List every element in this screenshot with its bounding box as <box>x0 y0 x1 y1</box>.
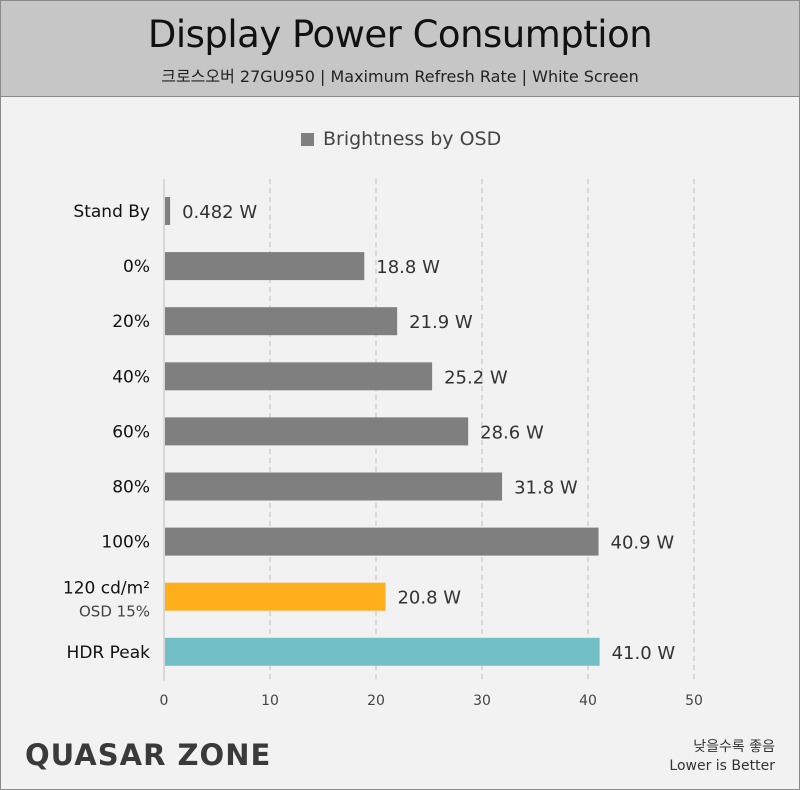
bar-value-label: 28.6 W <box>480 422 544 443</box>
legend-swatch <box>301 132 314 146</box>
x-tick-label: 30 <box>473 693 491 709</box>
note-korean: 낮을수록 좋음 <box>693 739 775 755</box>
x-tick-label: 10 <box>261 693 279 709</box>
bar-value-label: 31.8 W <box>514 478 578 499</box>
x-tick-label: 20 <box>367 693 385 709</box>
legend-label: Brightness by OSD <box>323 128 502 150</box>
bar <box>165 527 599 556</box>
chart-title: Display Power Consumption <box>147 13 653 56</box>
legend: Brightness by OSD <box>301 127 501 151</box>
bar <box>165 582 386 611</box>
category-label: 20% <box>112 312 150 332</box>
note-english: Lower is Better <box>669 758 775 774</box>
bar-value-label: 21.9 W <box>409 312 473 333</box>
quasarzone-logo: QUASAR ZONE <box>25 738 272 772</box>
x-tick-label: 40 <box>579 693 597 709</box>
bar <box>165 417 469 446</box>
bar <box>165 252 365 281</box>
bar-value-label: 20.8 W <box>397 588 461 609</box>
chart-subtitle: 크로스오버 27GU950 | Maximum Refresh Rate | W… <box>161 67 639 86</box>
x-tick-label: 0 <box>160 693 169 709</box>
lower-is-better-note: 낮을수록 좋음 Lower is Better <box>669 738 775 776</box>
bar-value-label: 25.2 W <box>444 367 508 388</box>
bar <box>165 307 398 336</box>
category-label: 60% <box>112 422 150 442</box>
bar-value-label: 18.8 W <box>376 257 440 278</box>
bar-value-label: 0.482 W <box>182 202 257 223</box>
bar <box>165 637 600 666</box>
bar-value-label: 41.0 W <box>612 643 676 664</box>
bar-value-label: 40.9 W <box>611 533 675 554</box>
category-sublabel: OSD 15% <box>79 603 150 621</box>
bar <box>165 197 171 225</box>
category-label: Stand By <box>73 202 150 222</box>
category-label: 100% <box>101 533 150 553</box>
x-tick-label: 50 <box>685 693 703 709</box>
category-label: 80% <box>112 478 150 498</box>
category-label: 0% <box>123 257 150 277</box>
category-label: HDR Peak <box>67 643 151 663</box>
chart-header: Display Power Consumption 크로스오버 27GU950 … <box>1 1 799 97</box>
bar <box>165 362 433 391</box>
category-label: 120 cd/m² <box>63 579 150 599</box>
category-label: 40% <box>112 367 150 387</box>
bar <box>165 472 503 501</box>
